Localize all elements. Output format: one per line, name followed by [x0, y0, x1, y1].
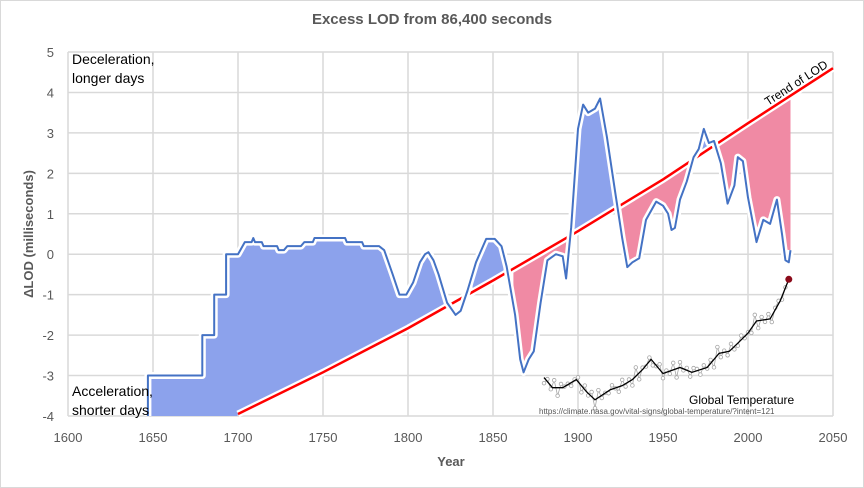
- temperature-point: [569, 383, 574, 389]
- temperature-point: [752, 312, 757, 318]
- temperature-point: [759, 314, 764, 320]
- temperature-smoothed-line: [543, 279, 790, 401]
- temperature-point: [674, 375, 679, 380]
- temperature-point: [739, 333, 744, 338]
- temperature-point: [688, 374, 693, 379]
- temperature-point: [749, 330, 754, 336]
- y-tick-label: 4: [47, 85, 54, 100]
- temperature-point: [701, 363, 706, 368]
- y-tick-label: 0: [47, 247, 54, 262]
- temperature-point: [633, 365, 638, 370]
- lod-line: [146, 97, 792, 416]
- x-tick-label: 1900: [564, 430, 593, 445]
- x-axis-title: Year: [437, 454, 464, 469]
- annotation-shorter-days: shorter days: [72, 402, 149, 418]
- temperature-point: [575, 375, 581, 380]
- temperature-point: [582, 383, 587, 388]
- annotation-deceleration: Deceleration,: [72, 51, 155, 67]
- temperature-point: [555, 393, 560, 398]
- temperature-point: [756, 325, 761, 331]
- temperature-point: [718, 354, 723, 360]
- temperature-point: [620, 377, 625, 383]
- temperature-point: [637, 377, 642, 382]
- x-tick-label: 1800: [394, 430, 423, 445]
- x-tick-label: 1700: [224, 430, 253, 445]
- temperature-point: [579, 390, 584, 395]
- temperature-point: [552, 378, 557, 383]
- temperature-point: [541, 380, 547, 386]
- x-tick-label: 1950: [649, 430, 678, 445]
- x-tick-label: 2000: [734, 430, 763, 445]
- temperature-point: [715, 344, 720, 350]
- temperature-series: [541, 275, 793, 411]
- x-tick-label: 1750: [309, 430, 338, 445]
- x-tick-label: 1650: [139, 430, 168, 445]
- annotation-acceleration: Acceleration,: [72, 383, 153, 399]
- temperature-point: [708, 357, 713, 363]
- latest-temperature-point: [785, 275, 793, 283]
- temperature-label: Global Temperature: [689, 393, 794, 407]
- temperature-point: [616, 389, 621, 394]
- below-trend-fill: [714, 95, 791, 263]
- temperature-point: [558, 381, 564, 387]
- temperature-point: [596, 387, 601, 393]
- y-tick-label: -4: [42, 409, 54, 424]
- below-trend-fill: [617, 159, 693, 268]
- annotation-longer-days: longer days: [72, 70, 144, 86]
- temperature-point: [667, 371, 672, 376]
- temperature-point: [660, 375, 666, 381]
- y-tick-label: -3: [42, 369, 54, 384]
- temperature-point: [711, 365, 717, 370]
- temperature-point: [766, 311, 771, 317]
- temperature-point: [623, 384, 628, 389]
- gridlines: [67, 51, 834, 417]
- temperature-point: [589, 389, 594, 395]
- series-lines: [144, 65, 835, 418]
- y-tick-label: 1: [47, 207, 54, 222]
- temperature-point: [671, 360, 676, 366]
- temperature-point: [630, 383, 635, 388]
- y-tick-label: 2: [47, 166, 54, 181]
- trend-label: Trend of LOD: [762, 57, 831, 108]
- temperature-point: [677, 359, 683, 365]
- temperature-point: [769, 319, 774, 325]
- temperature-point: [599, 395, 604, 401]
- temperature-point: [657, 362, 662, 367]
- y-tick-label: 3: [47, 126, 54, 141]
- x-tick-label: 1600: [54, 430, 83, 445]
- chart-title: Excess LOD from 86,400 seconds: [312, 11, 552, 28]
- above-trend-fill: [147, 238, 446, 416]
- temperature-point: [548, 387, 553, 392]
- x-tick-label: 2050: [819, 430, 848, 445]
- x-tick-label: 1850: [479, 430, 508, 445]
- temperature-point: [647, 355, 652, 360]
- temperature-point: [762, 319, 768, 325]
- temperature-point: [592, 405, 598, 411]
- y-tick-label: 5: [47, 45, 54, 60]
- y-axis-title: ΔLOD (milliseconds): [21, 170, 36, 298]
- temperature-annual-line: [543, 280, 790, 409]
- temperature-source: https://climate.nasa.gov/vital-signs/glo…: [539, 407, 775, 416]
- temperature-point: [725, 353, 730, 358]
- y-tick-label: -2: [42, 328, 54, 343]
- temperature-point: [728, 341, 734, 347]
- temperature-point: [698, 372, 703, 377]
- y-tick-label: -1: [42, 288, 54, 303]
- temperature-point: [609, 383, 615, 388]
- trend-line: [237, 67, 834, 416]
- below-trend-fill: [513, 235, 571, 373]
- tick-labels: -4 -3 -2 -1 0 1 2 3 4 5 1600 1650 1700 1750 1800 1850 19…: [42, 45, 847, 445]
- temperature-point: [732, 347, 737, 352]
